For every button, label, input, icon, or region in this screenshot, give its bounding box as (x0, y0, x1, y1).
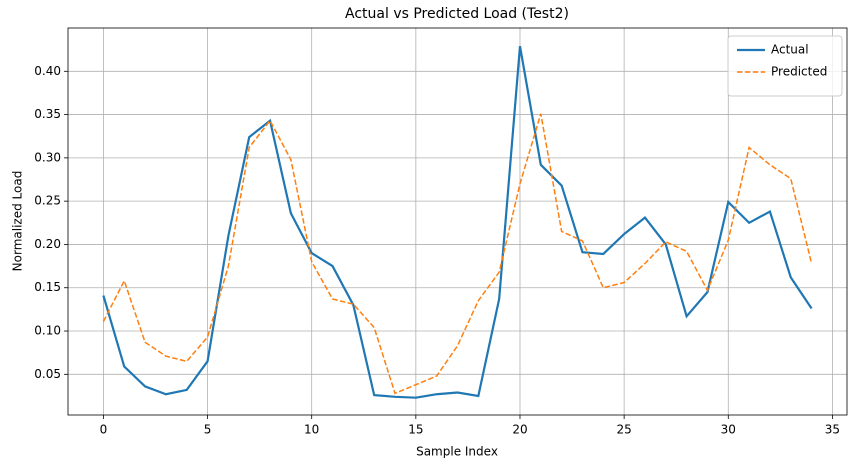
y-axis-label: Normalized Load (11, 171, 25, 272)
chart-title: Actual vs Predicted Load (Test2) (345, 6, 569, 22)
x-tick-label: 30 (721, 423, 736, 437)
plot-frame (67, 27, 848, 416)
series-line (102, 45, 813, 399)
legend-label: Actual (771, 43, 809, 57)
x-tick-label: 35 (825, 423, 840, 437)
y-tick-label: 0.25 (34, 194, 61, 208)
y-tick-label: 0.35 (34, 107, 61, 121)
y-tick-label: 0.05 (34, 367, 61, 381)
x-tick-label: 15 (408, 423, 423, 437)
y-tick-label: 0.15 (34, 280, 61, 294)
y-tick-label: 0.30 (34, 150, 61, 164)
x-tick-label: 5 (204, 423, 212, 437)
series-line (102, 113, 813, 395)
y-tick-label: 0.20 (34, 237, 61, 251)
y-tick-label: 0.40 (34, 64, 61, 78)
x-tick-label: 25 (616, 423, 631, 437)
x-tick-label: 10 (304, 423, 319, 437)
x-axis-label: Sample Index (416, 445, 498, 459)
x-tick-label: 20 (512, 423, 527, 437)
legend-label: Predicted (771, 65, 827, 79)
x-tick-label: 0 (100, 423, 108, 437)
y-tick-label: 0.10 (34, 324, 61, 338)
